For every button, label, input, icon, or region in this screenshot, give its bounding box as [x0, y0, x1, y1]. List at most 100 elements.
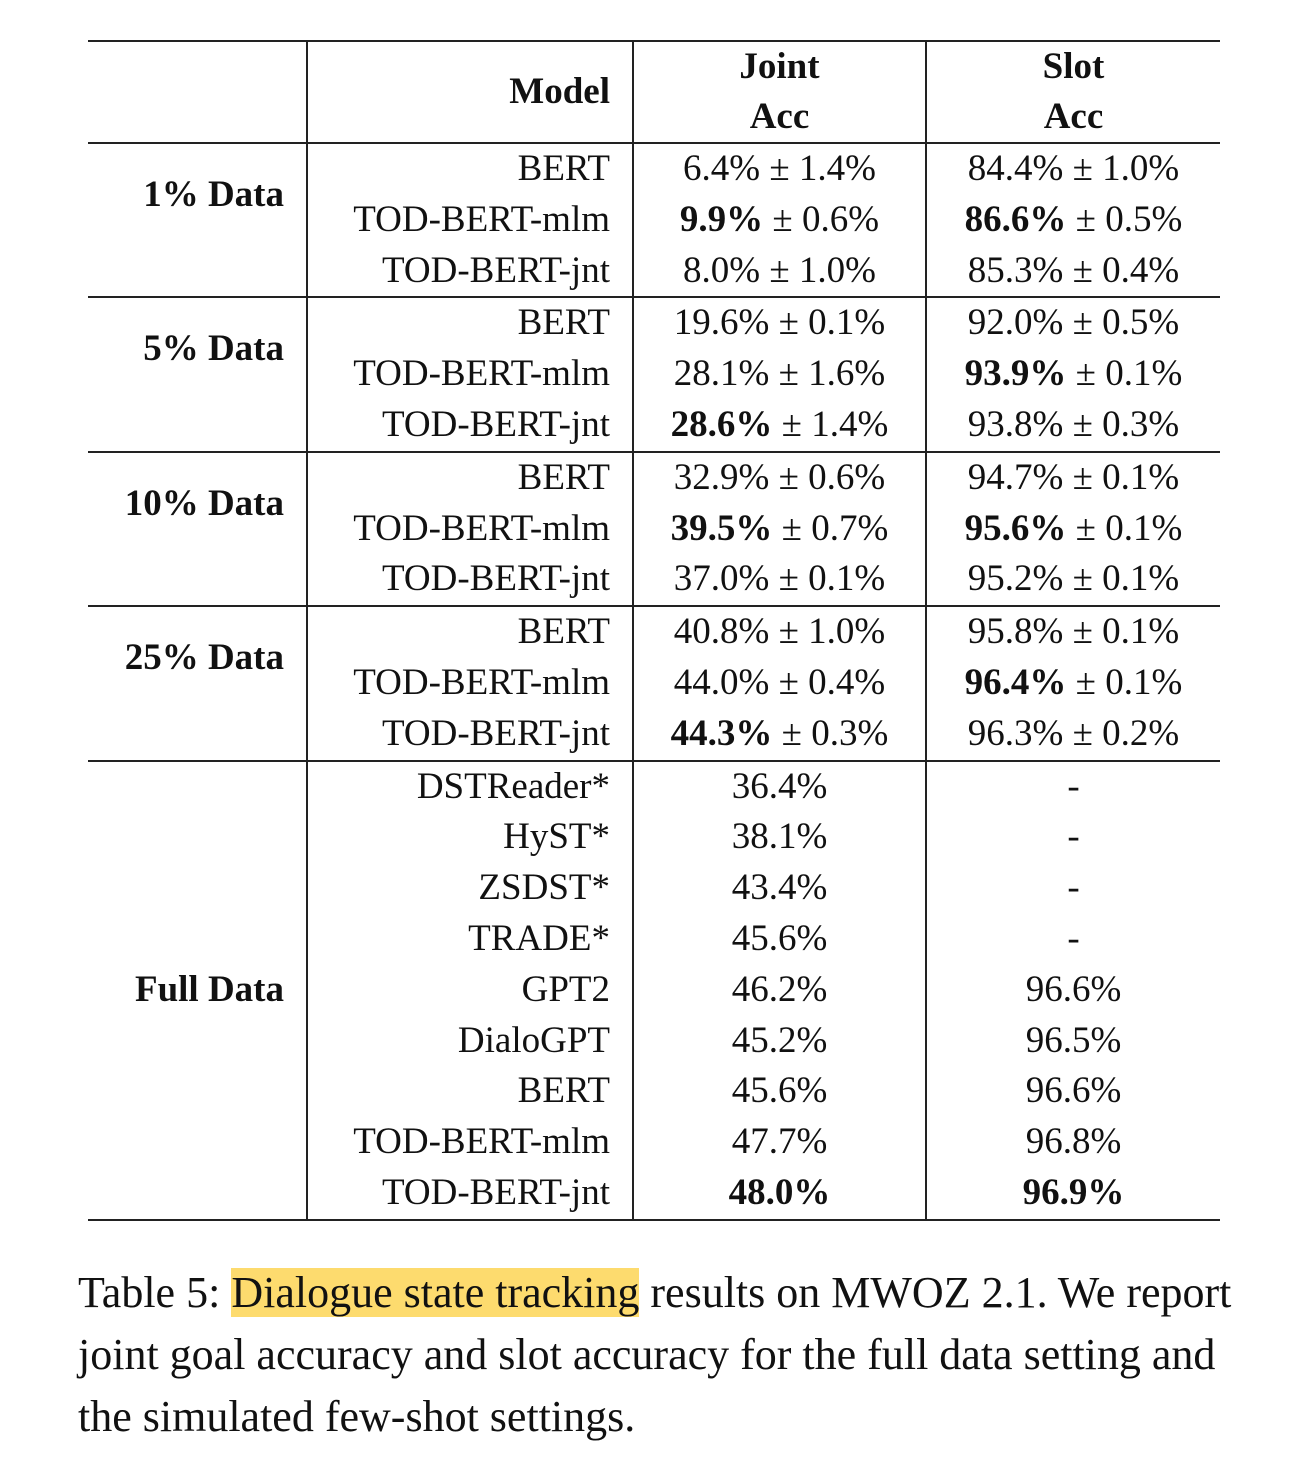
slot-acc-cell: 96.8%	[925, 1117, 1220, 1168]
caption-rest: results on MWOZ 2.1. We report joint goa…	[78, 1268, 1232, 1441]
table-row: TOD-BERT-jnt 8.0% ± 1.0% 85.3% ± 0.4%	[88, 245, 1220, 298]
table-row: DialoGPT 45.2% 96.5%	[88, 1015, 1220, 1067]
slot-acc-cell: 96.5%	[925, 1015, 1220, 1067]
joint-acc-cell: 36.4%	[632, 760, 926, 813]
slot-acc-std: ± 0.3%	[1063, 403, 1180, 445]
joint-acc-cell: 38.1%	[632, 812, 926, 864]
model-name-cell: TOD-BERT-jnt	[306, 554, 633, 607]
table-row: 10% Data BERT 32.9% ± 0.6% 94.7% ± 0.1%	[88, 451, 1220, 524]
table-row: 5% Data BERT 19.6% ± 0.1% 92.0% ± 0.5%	[88, 297, 1220, 369]
joint-acc-cell: 37.0% ± 0.1%	[632, 554, 926, 607]
joint-acc-value: 45.2%	[731, 1019, 828, 1061]
header-slot-line1: Slot	[1042, 46, 1105, 87]
joint-acc-value: 43.4%	[731, 867, 828, 909]
slot-acc-std: ± 0.1%	[1063, 558, 1180, 600]
table-row: 1% Data BERT 6.4% ± 1.4% 84.4% ± 1.0%	[88, 143, 1220, 215]
joint-acc-cell: 8.0% ± 1.0%	[632, 245, 926, 298]
table-row: TOD-BERT-mlm 47.7% 96.8%	[88, 1117, 1220, 1168]
model-name-cell: TOD-BERT-mlm	[306, 503, 633, 555]
slot-acc-cell: 96.6%	[925, 1066, 1220, 1118]
table-row: TOD-BERT-jnt 28.6% ± 1.4% 93.8% ± 0.3%	[88, 399, 1220, 452]
slot-acc-cell: 96.6%	[925, 964, 1220, 1016]
model-name-cell: TRADE*	[306, 913, 633, 965]
header-slot-line2: Acc	[1043, 96, 1104, 137]
slot-acc-value: 94.7%	[967, 456, 1064, 498]
slot-acc-std: ± 0.1%	[1066, 507, 1183, 549]
slot-acc-std: ± 0.5%	[1063, 302, 1180, 344]
group-label-text: 5% Data	[143, 328, 284, 370]
slot-acc-value: 92.0%	[967, 302, 1064, 344]
joint-acc-std: ± 0.7%	[772, 507, 889, 549]
model-name-cell: TOD-BERT-mlm	[306, 657, 633, 709]
slot-acc-cell: 96.4% ± 0.1%	[925, 657, 1220, 709]
model-name-cell: TOD-BERT-jnt	[306, 708, 633, 761]
slot-acc-cell: 96.3% ± 0.2%	[925, 708, 1220, 761]
joint-acc-value: 45.6%	[731, 1070, 828, 1112]
slot-acc-value: 93.9%	[964, 353, 1067, 395]
slot-acc-cell: 95.2% ± 0.1%	[925, 554, 1220, 607]
joint-acc-std: ± 1.4%	[760, 148, 876, 189]
slot-acc-std: ± 0.1%	[1066, 353, 1183, 395]
table-section: 1% Data BERT 6.4% ± 1.4% 84.4% ± 1.0% TOD-BE…	[88, 143, 1220, 298]
joint-acc-cell: 44.3% ± 0.3%	[632, 708, 926, 761]
model-name-cell: BERT	[306, 297, 633, 350]
model-name-cell: TOD-BERT-mlm	[306, 349, 633, 400]
slot-acc-value: 96.8%	[1025, 1121, 1122, 1163]
joint-acc-value: 48.0%	[728, 1171, 831, 1213]
table-row: GPT2 46.2% 96.6%	[88, 964, 1220, 1016]
slot-acc-value: 96.6%	[1025, 968, 1122, 1010]
joint-acc-value: 46.2%	[731, 968, 828, 1010]
header-joint-line1: Joint	[739, 46, 820, 87]
slot-acc-value: 96.4%	[964, 661, 1067, 703]
slot-acc-cell: 92.0% ± 0.5%	[925, 297, 1220, 350]
table-row: TRADE* 45.6% -	[88, 913, 1220, 965]
slot-acc-value: 95.6%	[964, 507, 1067, 549]
model-name-cell: BERT	[306, 451, 633, 504]
slot-acc-std: ± 0.2%	[1063, 712, 1180, 754]
header-joint-line2: Acc	[749, 96, 810, 137]
joint-acc-value: 36.4%	[731, 765, 828, 807]
joint-acc-cell: 32.9% ± 0.6%	[632, 451, 926, 504]
joint-acc-cell: 40.8% ± 1.0%	[632, 606, 926, 658]
joint-acc-value: 19.6%	[673, 302, 770, 344]
joint-acc-value: 37.0%	[673, 558, 770, 600]
model-name-cell: BERT	[306, 606, 633, 658]
slot-acc-cell: 93.8% ± 0.3%	[925, 399, 1220, 452]
table-section: 5% Data BERT 19.6% ± 0.1% 92.0% ± 0.5% TOD-B…	[88, 297, 1220, 452]
joint-acc-value: 47.7%	[731, 1121, 828, 1163]
slot-acc-cell: -	[925, 863, 1220, 914]
joint-acc-cell: 19.6% ± 0.1%	[632, 297, 926, 350]
table-section: 25% Data BERT 40.8% ± 1.0% 95.8% ± 0.1% TOD-…	[88, 606, 1220, 761]
table-header: Model Joint Acc Slot Acc	[88, 41, 1220, 143]
joint-acc-std: ± 0.3%	[772, 712, 889, 754]
joint-acc-cell: 6.4% ± 1.4%	[632, 143, 926, 195]
joint-acc-cell: 9.9% ± 0.6%	[632, 194, 926, 246]
joint-acc-std: ± 1.0%	[760, 249, 876, 291]
slot-acc-cell: 95.6% ± 0.1%	[925, 503, 1220, 555]
joint-acc-cell: 45.2%	[632, 1015, 926, 1067]
results-table-container: Model Joint Acc Slot Acc 1% Data BERT 6.4%…	[88, 40, 1220, 1221]
slot-acc-value: -	[1067, 867, 1080, 909]
table-row: 25% Data BERT 40.8% ± 1.0% 95.8% ± 0.1%	[88, 606, 1220, 678]
joint-acc-std: ± 0.6%	[763, 198, 880, 240]
model-name-cell: HyST*	[306, 812, 633, 864]
group-label-text: 1% Data	[143, 173, 284, 215]
model-name-cell: GPT2	[306, 964, 633, 1016]
model-name-cell: DSTReader*	[306, 760, 633, 813]
slot-acc-value: 95.2%	[967, 558, 1064, 600]
slot-acc-std: ± 0.5%	[1066, 198, 1183, 240]
joint-acc-std: ± 0.1%	[769, 558, 886, 600]
slot-acc-value: 96.5%	[1025, 1019, 1122, 1061]
slot-acc-cell: -	[925, 760, 1220, 813]
table-section: 10% Data BERT 32.9% ± 0.6% 94.7% ± 0.1% TOD-…	[88, 451, 1220, 607]
header-model: Model	[306, 41, 633, 143]
joint-acc-value: 40.8%	[673, 611, 770, 653]
model-name-cell: BERT	[306, 1066, 633, 1118]
joint-acc-value: 39.5%	[670, 507, 773, 549]
header-slot-acc: Slot Acc	[925, 41, 1220, 143]
table-caption: Table 5: Dialogue state tracking results…	[78, 1262, 1258, 1448]
table-row: TOD-BERT-mlm 39.5% ± 0.7% 95.6% ± 0.1%	[88, 503, 1220, 555]
joint-acc-value: 44.0%	[673, 661, 770, 703]
joint-acc-value: 6.4%	[683, 148, 761, 189]
table-row: TOD-BERT-jnt 44.3% ± 0.3% 96.3% ± 0.2%	[88, 708, 1220, 761]
